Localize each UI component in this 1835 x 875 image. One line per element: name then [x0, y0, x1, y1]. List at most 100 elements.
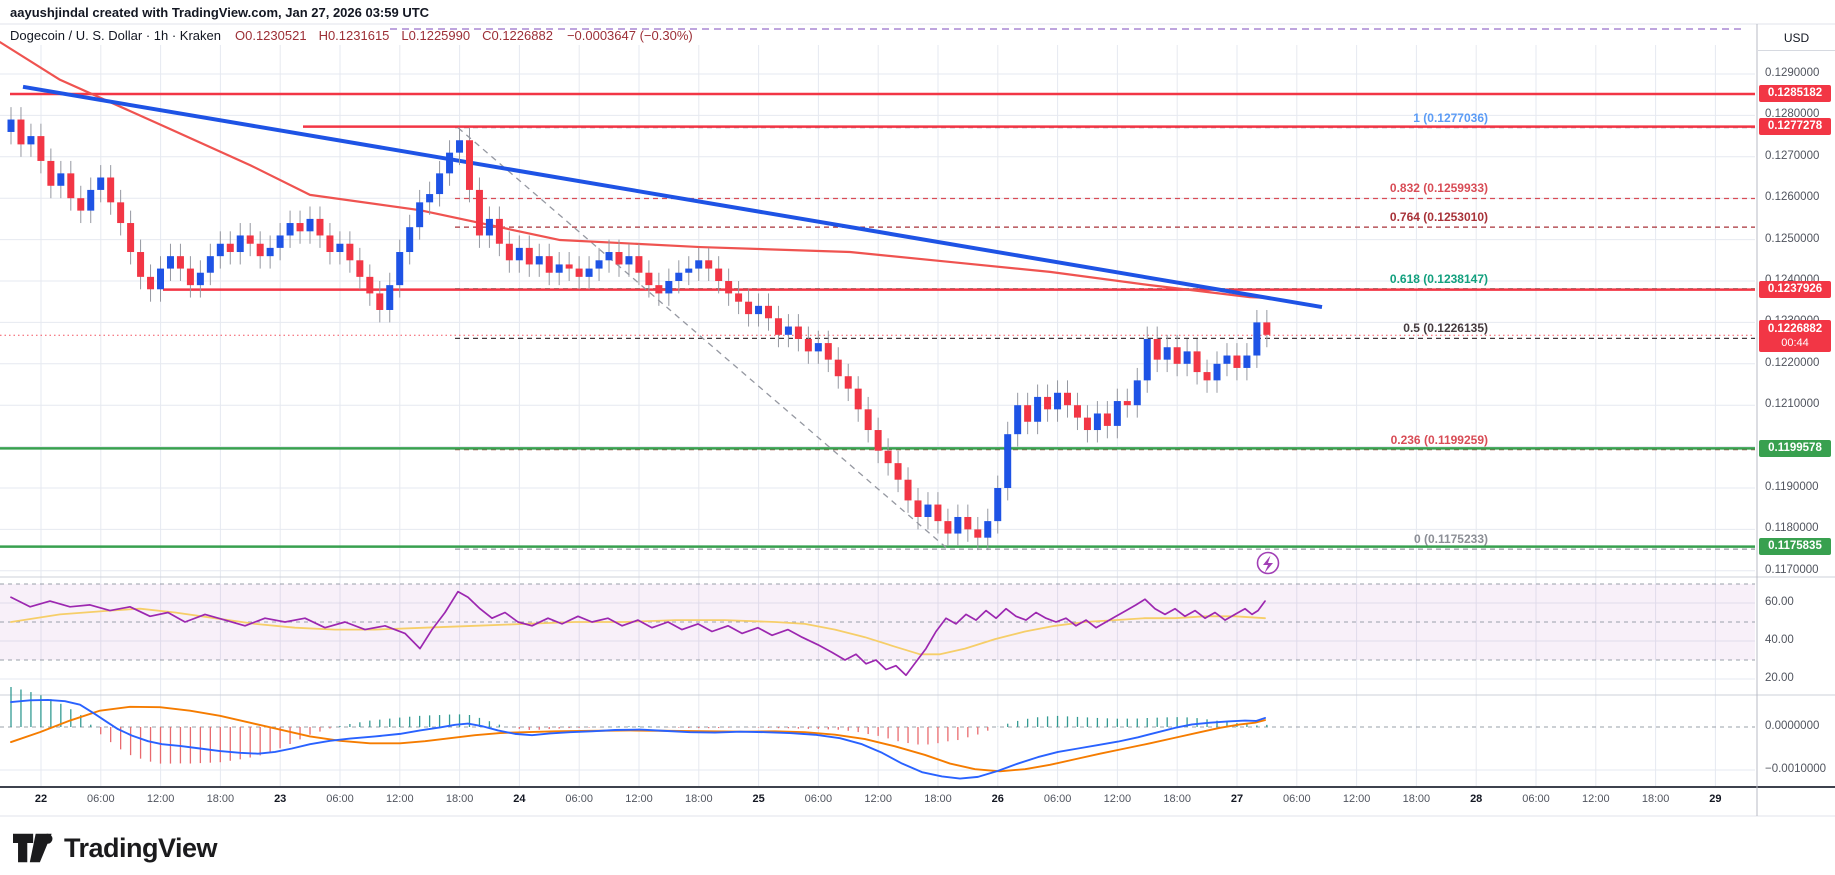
time-label-day: 24	[513, 793, 526, 805]
candle	[1034, 396, 1042, 422]
fib-level-label: 1 (0.1277036)	[1413, 110, 1488, 125]
flash-circle-icon[interactable]	[1256, 551, 1280, 575]
candle	[904, 479, 912, 501]
candle	[934, 504, 942, 522]
candle	[794, 326, 802, 339]
candle	[316, 218, 324, 236]
ohlc-value-C: C0.1226882	[482, 28, 553, 43]
symbol-title: Dogecoin / U. S. Dollar · 1h · Kraken	[10, 28, 221, 43]
candle	[1203, 372, 1211, 381]
candle	[117, 202, 125, 224]
tradingview-logo[interactable]: TradingView	[13, 831, 218, 865]
price-tick-label: 0.1170000	[1765, 563, 1819, 576]
fib-level-label: 0.236 (0.1199259)	[1390, 432, 1488, 447]
time-label-hour: 06:00	[804, 793, 833, 805]
time-label-hour: 12:00	[146, 793, 175, 805]
candle	[515, 247, 523, 261]
candle	[804, 338, 812, 352]
candle	[406, 227, 414, 253]
candle	[764, 305, 772, 319]
fib-diagonal-line	[457, 127, 949, 550]
candle	[107, 177, 115, 203]
price-axis-currency-label: USD	[1758, 27, 1835, 51]
price-tick-label: 0.1180000	[1765, 522, 1819, 535]
candle	[665, 281, 673, 294]
candle	[127, 223, 135, 253]
candle	[97, 177, 105, 190]
price-tag: 0.1175835	[1759, 538, 1831, 556]
candle	[157, 268, 165, 290]
time-label-hour: 12:00	[625, 793, 653, 805]
time-label-hour: 18:00	[924, 793, 952, 805]
candle	[655, 285, 663, 294]
candle	[1223, 355, 1231, 364]
candle	[456, 140, 464, 153]
candle	[475, 189, 483, 236]
candle	[7, 119, 15, 132]
candle	[176, 256, 184, 269]
candle	[565, 264, 573, 269]
candle	[396, 252, 404, 286]
candle	[1143, 338, 1151, 381]
candle	[1133, 380, 1141, 406]
candle	[525, 247, 533, 265]
candle	[505, 243, 513, 261]
candle	[685, 268, 693, 273]
candle	[1083, 417, 1091, 431]
candle	[974, 529, 982, 538]
candle	[1183, 351, 1191, 364]
symbol-legend[interactable]: Dogecoin / U. S. Dollar · 1h · Kraken O0…	[10, 28, 693, 43]
price-tick-label: 0.1190000	[1765, 481, 1819, 493]
price-tick-label: 0.1260000	[1765, 191, 1820, 204]
candle	[824, 343, 832, 360]
candle	[545, 256, 553, 273]
ohlc-value-O: O0.1230521	[234, 28, 307, 43]
rsi-line	[10, 590, 1266, 677]
time-label-hour: 12:00	[1103, 793, 1132, 805]
candle	[745, 301, 753, 315]
candle	[1113, 401, 1121, 426]
candle	[1123, 401, 1131, 406]
price-tick-label: 0.1210000	[1765, 398, 1820, 411]
price-tag: 0.1277278	[1759, 118, 1831, 136]
candle	[625, 256, 633, 265]
time-label-day: 23	[274, 793, 287, 805]
candle	[266, 247, 274, 257]
rsi-tick-label: 40.00	[1765, 634, 1794, 646]
ohlc-values: O0.1230521 H0.1231615 L0.1225990 C0.1226882	[235, 28, 553, 43]
candle	[326, 235, 334, 253]
candle	[256, 243, 264, 257]
descending-trendline	[22, 84, 1323, 310]
candle	[844, 376, 852, 389]
candle	[47, 160, 55, 186]
candle	[914, 500, 922, 517]
candle	[426, 194, 434, 203]
candle	[1233, 355, 1241, 368]
price-tag: 0.1285182	[1759, 85, 1831, 103]
price-change: −0.0003647 (−0.30%)	[566, 28, 693, 43]
countdown-timer: 00:44	[1781, 337, 1809, 350]
candle	[206, 256, 214, 273]
candle	[485, 218, 493, 236]
candle	[944, 521, 952, 534]
fib-level-label: 0.5 (0.1226135)	[1403, 321, 1488, 336]
time-label-hour: 12:00	[864, 793, 892, 805]
candle	[1024, 405, 1032, 422]
candle	[465, 140, 473, 190]
time-label-hour: 06:00	[1522, 793, 1550, 805]
time-label-hour: 12:00	[1582, 793, 1610, 805]
candle	[1243, 355, 1251, 368]
rsi-band	[0, 584, 1755, 660]
time-label-hour: 18:00	[206, 793, 235, 805]
candle	[1064, 392, 1072, 406]
candle	[585, 268, 593, 277]
candle	[196, 272, 204, 286]
candle	[306, 218, 314, 232]
candle	[416, 202, 424, 228]
price-tick-label: 0.1280000	[1765, 108, 1820, 121]
candle	[1093, 413, 1101, 431]
candle	[147, 276, 155, 290]
candle	[1054, 392, 1062, 410]
candle	[874, 430, 882, 451]
